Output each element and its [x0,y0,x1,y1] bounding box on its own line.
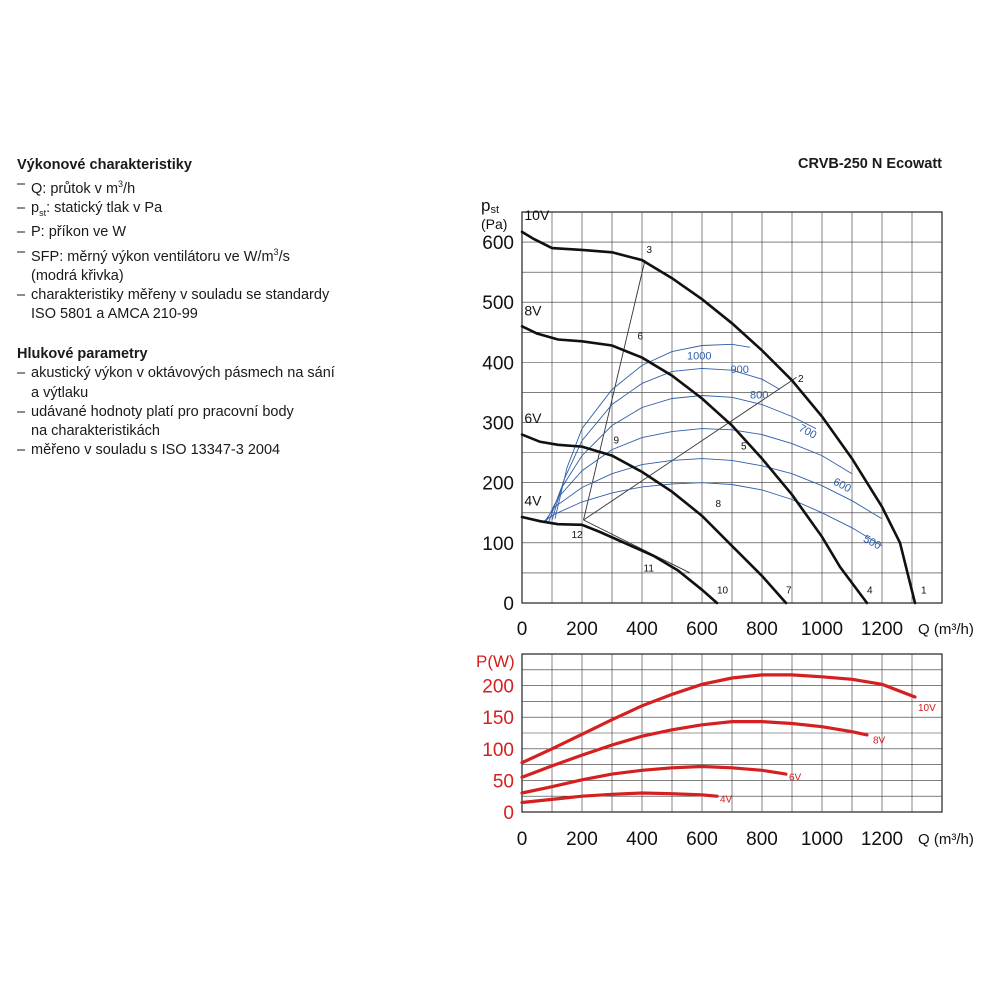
pressure-chart: 0 200 400 600 800 1000 1200 0 100 200 300 400 500 600… [481,196,974,640]
fan-curve-label-10V: 10V [524,207,550,223]
fan-curve-label-8V: 8V [524,302,542,318]
noise-list: akustický výkon v oktávových pásmech na … [17,364,437,460]
power-x-tick-label: 1200 [861,829,903,850]
operating-point-label-2: 2 [798,374,804,385]
model-title: CRVB-250 N Ecowatt [798,156,942,172]
fan-curve-8V [520,325,869,605]
noise-item-octave-cont: a výtlaku [31,384,89,401]
pressure-x-tick-label: 800 [746,619,778,640]
fan-curve-6V [520,433,788,605]
power-x-tick-label: 0 [517,829,528,850]
pressure-y-tick-label: 200 [482,474,514,495]
sfp-curve-600 [544,458,883,523]
operating-point-line [583,519,691,574]
description-panel: Výkonové charakteristiky Q: průtok v m3/… [17,156,437,461]
power-curve-label-10V: 10V [918,703,936,714]
power-curve-label-6V: 6V [789,772,802,783]
operating-point-label-7: 7 [786,585,792,596]
operating-point-label-11: 11 [644,564,655,575]
perf-item-standard-cont: ISO 5801 a AMCA 210-99 [31,305,198,322]
power-chart: 0 200 400 600 800 1000 1200 0 50 100 150 200 P(W) Q (… [476,652,974,850]
power-curve-label-4V: 4V [720,795,733,806]
operating-point-label-8: 8 [716,499,722,510]
power-y-tick-label: 0 [503,803,514,824]
sfp-label-700: 700 [797,422,819,441]
power-x-label: Q (m³/h) [918,831,974,848]
perf-item-standard: charakteristiky měřeny v souladu se stan… [17,286,437,305]
power-y-tick-label: 50 [493,771,514,792]
operating-point-label-5: 5 [741,442,747,453]
operating-point-line [583,377,797,521]
noise-heading: Hlukové parametry [17,346,148,363]
sfp-curve-900 [551,367,781,521]
fan-curve-label-6V: 6V [524,410,542,426]
operating-point-label-1: 1 [921,585,927,596]
sfp-label-1000: 1000 [687,350,711,362]
perf-item-p: P: příkon ve W [17,223,437,242]
pressure-y-tick-label: 600 [482,233,514,254]
pressure-x-tick-label: 0 [517,619,528,640]
power-curve-8V [520,720,869,779]
sfp-curve-700 [545,428,853,523]
pressure-x-tick-label: 1200 [861,619,903,640]
operating-point-label-6: 6 [638,332,644,343]
performance-heading: Výkonové charakteristiky [17,157,192,173]
perf-item-sfp-note: (modrá křivka) [31,267,124,284]
pressure-y-tick-label: 100 [482,534,514,555]
power-y-tick-label: 200 [482,677,514,698]
fan-curve-4V [520,515,719,605]
power-y-tick-label: 100 [482,740,514,761]
pressure-x-label: Q (m³/h) [918,621,974,638]
pressure-y-tick-label: 500 [482,293,514,314]
power-x-tick-label: 600 [686,829,718,850]
operating-point-label-4: 4 [867,585,873,596]
sfp-curve-800 [548,395,817,522]
noise-item-points-cont: na charakteristikách [31,422,160,439]
performance-list: Q: průtok v m3/h pst: statický tlak v Pa… [17,175,437,324]
power-curve-4V [520,791,719,805]
sfp-label-500: 500 [861,533,883,552]
operating-point-line [583,260,646,521]
power-x-tick-label: 1000 [801,829,843,850]
pressure-y-tick-label: 400 [482,353,514,374]
power-x-tick-label: 800 [746,829,778,850]
sfp-curve-500 [542,482,883,547]
pressure-y-unit: (Pa) [481,216,507,232]
power-curve-10V [520,673,917,765]
sfp-label-900: 900 [731,364,749,376]
pressure-x-tick-label: 1000 [801,619,843,640]
pressure-y-tick-label: 0 [503,594,514,615]
operating-point-label-12: 12 [572,530,584,541]
pressure-y-label: pst [481,196,499,216]
operating-point-label-10: 10 [717,585,729,596]
perf-item-pst: pst: statický tlak v Pa [17,199,437,223]
operating-point-label-9: 9 [614,436,620,447]
perf-item-q: Q: průtok v m3/h [17,175,437,199]
noise-item-octave: akustický výkon v oktávových pásmech na … [17,364,437,383]
power-curve-6V [520,764,788,795]
sfp-label-800: 800 [750,389,768,401]
sfp-curve-1000 [554,343,751,519]
noise-item-iso: měřeno v souladu s ISO 13347-3 2004 [17,441,437,460]
power-y-label: P(W) [476,652,515,671]
perf-item-sfp: SFP: měrný výkon ventilátoru ve W/m3/s [17,243,437,267]
pressure-x-tick-label: 200 [566,619,598,640]
pressure-y-tick-label: 300 [482,414,514,435]
power-x-tick-label: 400 [626,829,658,850]
power-y-tick-label: 150 [482,708,514,729]
operating-point-label-3: 3 [647,245,653,256]
pressure-x-tick-label: 400 [626,619,658,640]
power-curve-label-8V: 8V [873,736,886,747]
pressure-x-tick-label: 600 [686,619,718,640]
power-x-tick-label: 200 [566,829,598,850]
fan-curve-10V [520,230,917,605]
noise-item-points: udávané hodnoty platí pro pracovní body [17,403,437,422]
fan-curve-label-4V: 4V [524,493,542,509]
